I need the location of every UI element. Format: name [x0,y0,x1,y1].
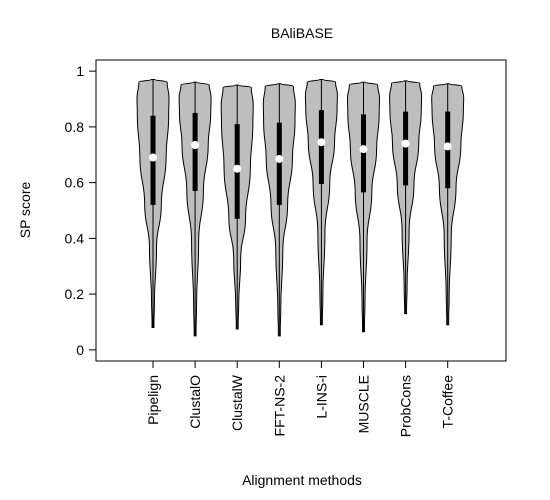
violin-median [233,164,242,173]
violin-median [317,138,326,147]
violin-median [359,145,368,154]
violin-median [191,141,200,150]
violin-iqr-box [318,110,324,185]
y-tick-label: 0.8 [65,119,85,135]
y-tick-label: 0.6 [65,175,85,191]
plot-frame [95,59,507,362]
violin-iqr-box [361,114,366,193]
chart-title: BAliBASE [271,25,333,41]
x-tick-label: T-Coffee [440,375,456,429]
violin-L-INS-i [304,79,338,326]
violin-FFT-NS-2 [262,83,296,337]
violin-median [275,154,284,163]
violin-iqr-box [192,112,198,191]
violin-ClustalW [220,84,254,330]
x-tick-label: Pipelign [145,375,161,425]
violin-ProbCons [389,80,423,315]
y-tick-label: 0.4 [65,230,85,246]
x-tick-label: ClustalO [187,375,203,429]
y-tick-label: 0.2 [65,286,85,302]
y-axis: 0 0.2 0.4 0.6 0.8 1 [65,63,96,358]
x-axis-label: Alignment methods [242,472,362,488]
violin-MUSCLE [346,81,381,333]
y-tick-label: 0 [76,342,84,358]
violin-iqr-box [276,122,282,205]
x-axis: Pipelign ClustalO ClustalW FFT-NS-2 L-INS-i M… [145,361,456,437]
violin-median [401,139,410,148]
y-axis-label: SP score [17,182,33,239]
x-tick-label: MUSCLE [356,375,372,433]
violin-T-Coffee [431,83,465,326]
violin-median [443,142,452,151]
y-tick-label: 1 [76,63,84,79]
x-tick-label: ClustalW [229,374,245,431]
violin-median [149,153,157,162]
x-tick-label: ProbCons [398,375,414,437]
violin-ClustalO [178,81,212,337]
x-tick-label: FFT-NS-2 [271,375,287,437]
violins [136,79,465,337]
violin-iqr-box [403,111,409,186]
x-tick-label: L-INS-i [313,375,329,419]
violin-Pipelign [136,79,170,329]
